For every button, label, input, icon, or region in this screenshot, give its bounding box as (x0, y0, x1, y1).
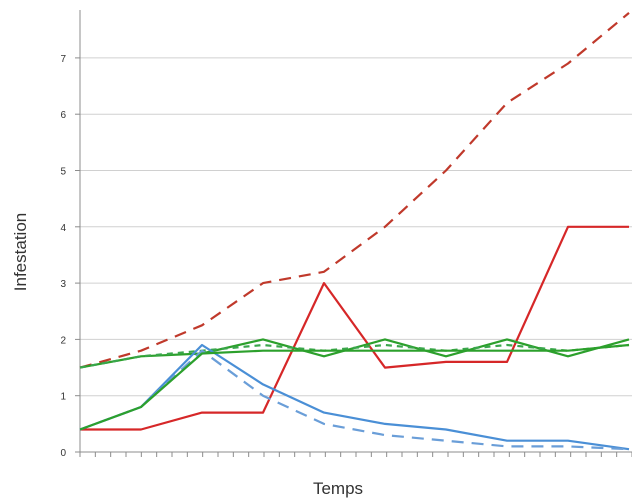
y-tick-label: 7 (60, 54, 66, 65)
y-tick-label: 1 (60, 392, 66, 403)
y-tick-label: 3 (60, 279, 66, 290)
x-axis-title: Temps (313, 479, 363, 498)
series-line-3 (79, 338, 630, 369)
axes: 0 1 2 3 4 5 6 7 (60, 10, 632, 459)
series-line-4 (79, 343, 630, 369)
series-lines (79, 12, 630, 451)
series-line-1 (79, 12, 630, 369)
y-tick-label: 2 (60, 335, 66, 346)
y-tick-label: 6 (60, 110, 66, 121)
y-tick-label: 5 (60, 167, 66, 178)
series-line-6 (79, 349, 630, 451)
gridlines (80, 57, 632, 397)
y-axis-title: Infestation (11, 213, 30, 291)
series-line-5 (79, 343, 630, 451)
series-line-2 (80, 225, 629, 431)
y-tick-label: 4 (60, 223, 66, 234)
y-tick-label: 0 (60, 448, 66, 459)
series-line-7 (79, 343, 630, 431)
